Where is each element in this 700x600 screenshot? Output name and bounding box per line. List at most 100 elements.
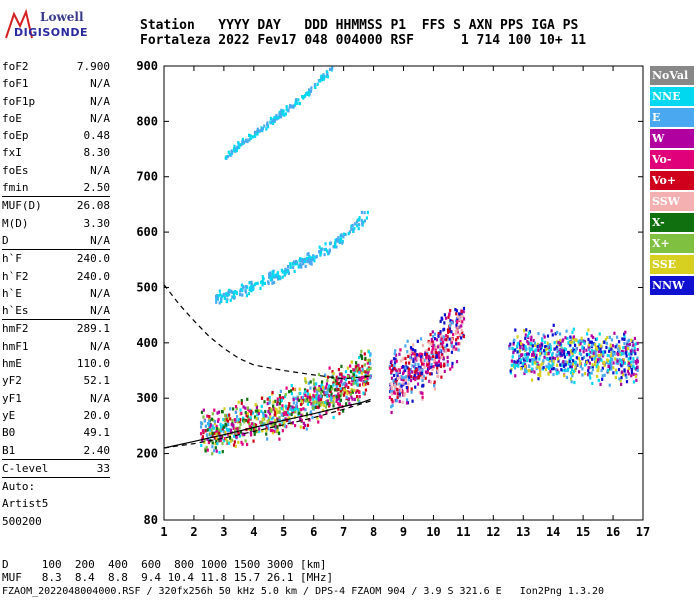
echo-point	[322, 401, 325, 405]
echo-point	[320, 74, 323, 78]
legend-item: NNW	[650, 276, 694, 295]
echo-point	[583, 372, 587, 376]
echo-point	[522, 344, 526, 348]
echo-point	[286, 269, 289, 273]
echo-point	[529, 338, 533, 342]
echo-point	[272, 416, 275, 420]
echo-point	[421, 358, 425, 363]
echo-point	[345, 402, 348, 406]
echo-point	[564, 363, 567, 367]
echo-point	[537, 331, 540, 336]
echo-point	[460, 328, 463, 333]
echo-point	[362, 375, 365, 379]
echo-point	[323, 386, 326, 391]
echo-point	[545, 352, 549, 356]
echo-point	[295, 401, 298, 405]
echo-point	[416, 367, 419, 372]
param-key: B0	[2, 426, 16, 440]
echo-point	[287, 390, 291, 394]
profile-solid-line	[163, 398, 371, 449]
echo-point	[317, 372, 321, 377]
echo-point	[358, 383, 361, 387]
echo-point	[622, 350, 625, 354]
echo-point	[227, 432, 230, 436]
echo-point	[335, 399, 338, 403]
echo-point	[524, 333, 527, 337]
echo-point	[512, 350, 515, 354]
echo-point	[597, 368, 600, 372]
echo-point	[211, 441, 214, 445]
echo-point	[403, 376, 406, 380]
echo-point	[318, 389, 321, 393]
echo-point	[343, 381, 346, 385]
echo-point	[250, 283, 253, 287]
echo-point	[219, 435, 222, 440]
echo-point	[243, 432, 246, 436]
echo-point	[439, 319, 442, 324]
echo-point	[603, 350, 607, 354]
echo-point	[366, 371, 369, 375]
echo-point	[614, 357, 617, 361]
echo-point	[603, 364, 606, 368]
echo-point	[345, 395, 348, 399]
echo-point	[358, 390, 361, 395]
echo-point	[320, 78, 324, 82]
echo-point	[582, 355, 586, 359]
echo-point	[268, 395, 271, 400]
param-row: h`F2 240.0	[2, 268, 110, 285]
echo-point	[240, 399, 243, 403]
echo-point	[323, 401, 327, 405]
echo-point	[615, 371, 618, 375]
echo-point	[587, 366, 590, 370]
echo-point	[446, 355, 449, 360]
echo-point	[216, 411, 219, 415]
echo-point	[414, 362, 417, 367]
param-row: h`E N/A	[2, 285, 110, 302]
echo-point	[270, 417, 273, 421]
param-row: B0 49.1	[2, 424, 110, 441]
param-value: 26.08	[76, 199, 110, 213]
echo-point	[223, 439, 226, 443]
echo-point	[297, 411, 300, 415]
echo-point	[527, 342, 530, 346]
echo-point	[390, 397, 393, 402]
echo-point	[624, 348, 628, 353]
echo-point	[282, 109, 285, 113]
echo-point	[319, 251, 323, 255]
echo-point	[336, 402, 340, 406]
echo-point	[245, 418, 248, 423]
muf-row: MUF 8.3 8.4 8.8 9.4 10.4 11.8 15.7 26.1 …	[2, 571, 334, 584]
param-key: yF1	[2, 391, 22, 405]
param-value: 52.1	[83, 374, 111, 388]
echo-point	[573, 343, 577, 347]
echo-point	[235, 406, 238, 411]
separator	[2, 196, 110, 198]
echo-point	[585, 360, 588, 364]
echo-point	[204, 449, 207, 453]
param-key: foF1	[2, 77, 29, 91]
echo-point	[318, 411, 321, 415]
echo-point	[215, 429, 219, 433]
echo-point	[630, 371, 634, 375]
echo-point	[441, 317, 444, 321]
echo-point	[292, 401, 295, 405]
echo-point	[439, 342, 443, 346]
echo-point	[449, 308, 452, 313]
echo-point	[422, 362, 425, 366]
echo-point	[623, 368, 626, 372]
echo-point	[234, 418, 238, 423]
echo-point	[614, 375, 617, 380]
echo-point	[437, 351, 441, 355]
echo-point	[610, 367, 613, 371]
echo-point	[290, 422, 293, 426]
echo-point	[594, 359, 597, 364]
echo-point	[330, 398, 333, 402]
echo-point	[457, 348, 460, 352]
echo-point	[333, 377, 336, 381]
param-key: fxI	[2, 146, 22, 160]
echo-point	[309, 256, 312, 260]
echo-point	[421, 352, 424, 357]
echo-point	[266, 125, 270, 129]
echo-point	[228, 152, 232, 157]
echo-point	[635, 367, 638, 371]
